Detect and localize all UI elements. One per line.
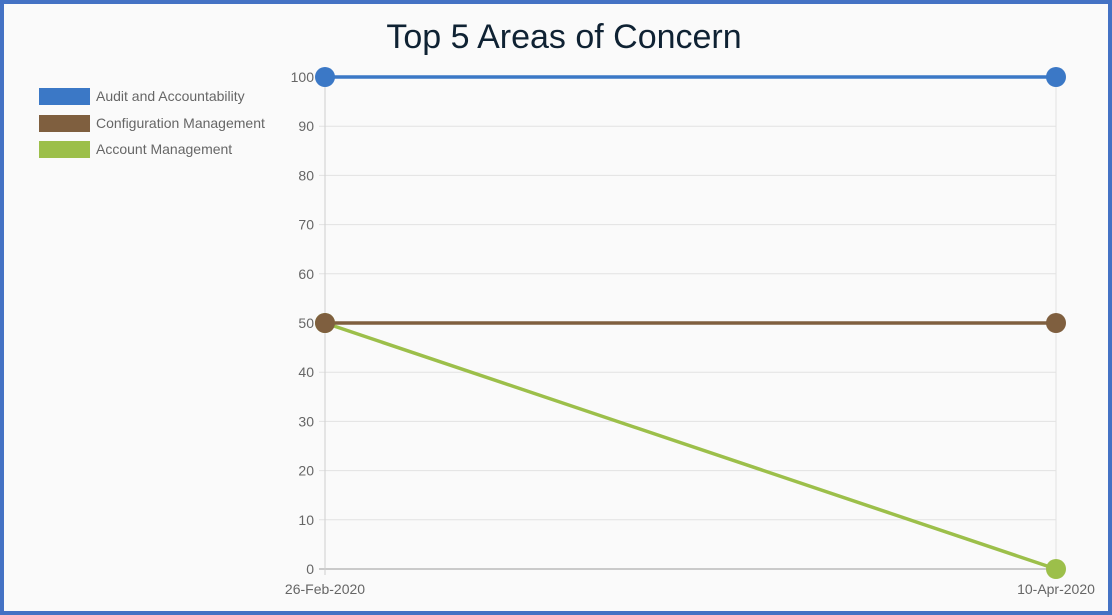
y-tick-label: 30 (298, 413, 314, 429)
y-tick-label: 10 (298, 512, 314, 528)
y-tick-label: 90 (298, 118, 314, 134)
y-tick-label: 50 (298, 315, 314, 331)
series-line-account-management (324, 321, 1057, 571)
legend-label-configuration-management: Configuration Management (96, 114, 265, 131)
legend-label-account-management: Account Management (96, 141, 233, 157)
y-tick-label: 60 (298, 266, 314, 282)
data-point-audit-and-accountability (1046, 67, 1066, 87)
y-tick-label: 70 (298, 217, 314, 233)
legend-swatch-audit-and-accountability (39, 88, 90, 105)
x-tick-label: 10-Apr-2020 (1017, 581, 1095, 597)
y-tick-label: 80 (298, 167, 314, 183)
data-point-configuration-management (1046, 313, 1066, 333)
legend-swatch-configuration-management (39, 114, 90, 132)
y-tick-label: 100 (291, 69, 315, 85)
data-point-audit-and-accountability (315, 67, 335, 87)
data-point-account-management (1046, 559, 1066, 579)
y-tick-label: 40 (298, 364, 314, 380)
y-tick-label: 0 (306, 561, 314, 577)
chart-title: Top 5 Areas of Concern (386, 18, 742, 56)
legend-label-audit-and-accountability: Audit and Accountability (96, 88, 245, 104)
y-tick-label: 20 (298, 463, 314, 479)
x-tick-label: 26-Feb-2020 (285, 581, 365, 597)
legend-swatch-account-management (39, 141, 90, 158)
data-point-configuration-management (315, 313, 335, 333)
